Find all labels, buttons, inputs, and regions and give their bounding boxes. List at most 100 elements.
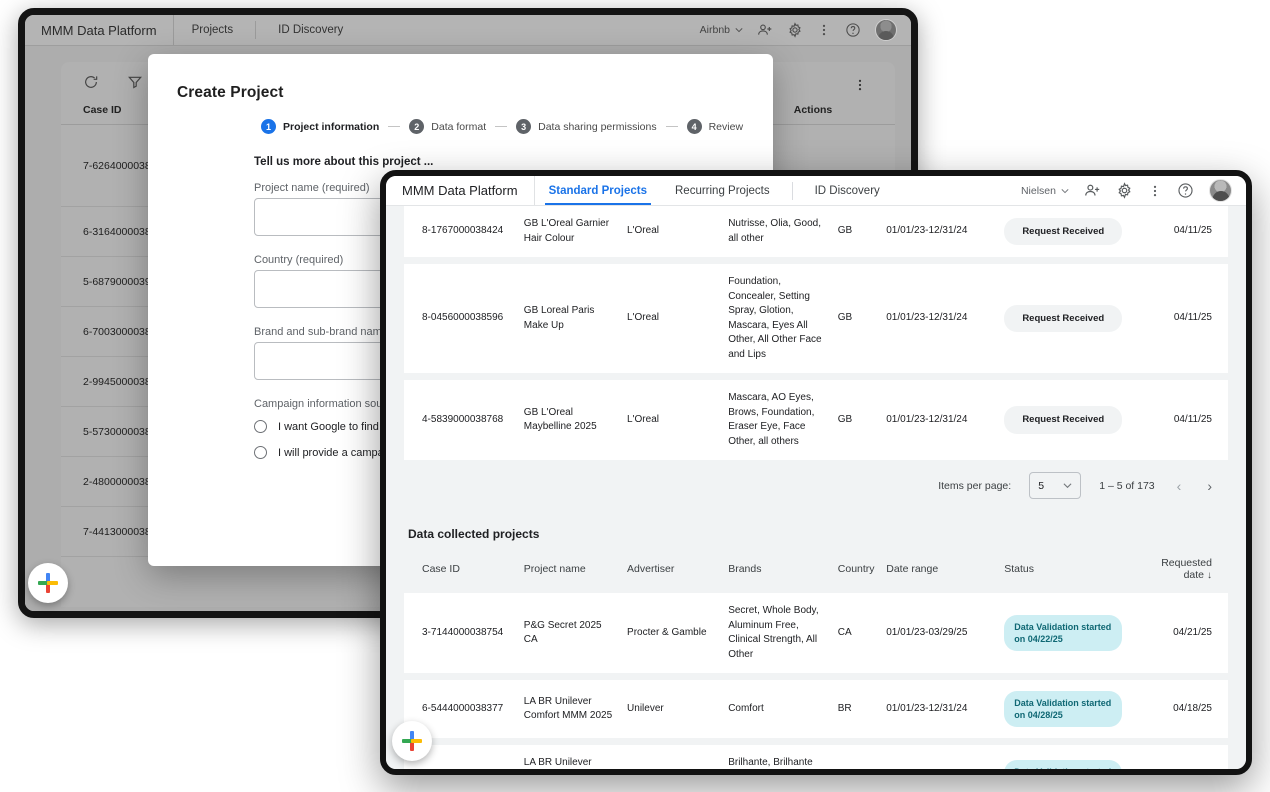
step-label: Data format — [431, 120, 487, 133]
foreground-window[interactable]: MMM Data Platform Standard Projects Recu… — [380, 170, 1252, 775]
header-requested-date-label: Requested date — [1161, 557, 1212, 581]
cell-country: BR — [831, 680, 881, 739]
cell-brands: Brilhante, Brilhante Pos, Brilhante Liqu… — [722, 745, 832, 769]
cell-advertiser: Procter & Gamble — [621, 593, 723, 673]
cell-advertiser: Unilever — [621, 745, 723, 769]
cell-status: Request Received — [998, 380, 1136, 460]
account-switcher[interactable]: Nielsen — [1021, 185, 1069, 197]
avatar[interactable] — [875, 19, 897, 41]
cell-country: GB — [831, 264, 881, 373]
header-advertiser[interactable]: Advertiser — [621, 545, 723, 593]
filter-icon[interactable] — [127, 74, 143, 90]
avatar[interactable] — [1209, 179, 1232, 202]
background-tab-id-discovery[interactable]: ID Discovery — [278, 24, 344, 36]
header-requested-date[interactable]: Requested date ↓ — [1135, 545, 1228, 593]
create-project-fab-background[interactable] — [28, 563, 68, 603]
gear-icon[interactable] — [787, 22, 803, 38]
cell-advertiser: L'Oreal — [621, 206, 723, 257]
radio-label: I want Google to find — [278, 420, 379, 433]
step-review[interactable]: 4 Review — [686, 119, 743, 134]
wizard-stepper: 1 Project information 2 Data format 3 Da… — [148, 102, 773, 134]
header-country[interactable]: Country — [831, 545, 881, 593]
table-row[interactable]: 4-5839000038768 GB L'Oreal Maybelline 20… — [404, 380, 1228, 460]
background-account-switcher[interactable]: Airbnb — [700, 24, 743, 36]
background-cell-case-id: 6-7003000038121 — [83, 325, 169, 338]
cell-advertiser: L'Oreal — [621, 264, 723, 373]
tab-recurring-projects[interactable]: Recurring Projects — [675, 184, 770, 197]
google-plus-icon — [402, 731, 422, 751]
foreground-window-topbar: MMM Data Platform Standard Projects Recu… — [386, 176, 1246, 206]
cell-date-range: 01/01/23-12/31/24 — [880, 264, 999, 373]
step-data-format[interactable]: 2 Data format — [409, 119, 486, 134]
help-icon[interactable] — [1177, 182, 1194, 199]
cell-project-name: LA BR Unilever Brilhante MMM 2025 — [517, 745, 622, 769]
step-label: Project information — [283, 120, 380, 133]
table-row[interactable]: 8-0456000038596 GB Loreal Paris Make Up … — [404, 264, 1228, 373]
step-number: 4 — [686, 119, 702, 134]
cell-status: Data Validation started on 04/22/25 — [998, 745, 1136, 769]
cell-project-name: GB L'Oreal Maybelline 2025 — [517, 380, 622, 460]
row-gap — [404, 738, 1228, 746]
tab-id-discovery[interactable]: ID Discovery — [814, 184, 880, 197]
chevron-right-icon[interactable]: › — [1207, 477, 1212, 494]
app-brand[interactable]: MMM Data Platform — [386, 176, 535, 205]
add-person-icon[interactable] — [1084, 182, 1101, 199]
background-window-topbar: MMM Data Platform Projects ID Discovery … — [25, 15, 911, 46]
table-row[interactable]: 8-1767000038424 GB L'Oreal Garnier Hair … — [404, 206, 1228, 257]
status-badge: Data Validation started on 04/22/25 — [1004, 759, 1123, 769]
help-icon[interactable] — [845, 22, 861, 38]
background-table-kebab-icon[interactable] — [853, 78, 867, 97]
background-app-brand[interactable]: MMM Data Platform — [25, 15, 174, 45]
bottom-table: Case ID Project name Advertiser Brands C… — [404, 545, 1228, 769]
create-project-fab[interactable] — [392, 721, 432, 761]
table-row[interactable]: 3-7144000038754 P&G Secret 2025 CA Proct… — [404, 593, 1228, 673]
step-project-information[interactable]: 1 Project information — [261, 119, 379, 134]
account-name: Nielsen — [1020, 184, 1056, 197]
cell-status: Request Received — [998, 206, 1136, 257]
kebab-menu-icon[interactable] — [1148, 184, 1162, 198]
chevron-left-icon[interactable]: ‹ — [1176, 477, 1182, 494]
header-case-id[interactable]: Case ID — [404, 545, 518, 593]
kebab-menu-icon[interactable] — [817, 23, 831, 37]
foreground-window-body: 8-1767000038424 GB L'Oreal Garnier Hair … — [386, 206, 1246, 769]
refresh-icon[interactable] — [83, 74, 99, 90]
cell-project-name: GB Loreal Paris Make Up — [517, 264, 622, 373]
cell-brands: Comfort — [722, 680, 832, 739]
radio-option-provide-campaign[interactable]: I will provide a campa — [254, 446, 773, 459]
radio-button-icon[interactable] — [254, 446, 267, 459]
items-per-page-select[interactable]: 5 — [1029, 472, 1082, 499]
cell-country: BR — [831, 745, 881, 769]
header-status[interactable]: Status — [998, 545, 1136, 593]
background-cell-case-id: 7-4413000038678 — [83, 525, 169, 538]
add-person-icon[interactable] — [757, 22, 773, 38]
background-tab-divider — [255, 21, 257, 39]
header-date-range[interactable]: Date range — [880, 545, 999, 593]
section-title-data-collected: Data collected projects — [408, 527, 540, 541]
cell-brands: Mascara, AO Eyes, Brows, Foundation, Era… — [722, 380, 832, 460]
row-gap — [404, 373, 1228, 380]
radio-option-google-find[interactable]: I want Google to find — [254, 420, 773, 433]
header-project-name[interactable]: Project name — [517, 545, 622, 593]
cell-country: CA — [831, 593, 881, 673]
gear-icon[interactable] — [1116, 182, 1133, 199]
step-number: 2 — [409, 119, 425, 134]
top-table-paginator: Items per page: 5 1 – 5 of 173 ‹ › — [386, 460, 1246, 511]
table-row[interactable]: 6-5444000038377 LA BR Unilever Comfort M… — [404, 680, 1228, 739]
tab-standard-projects[interactable]: Standard Projects — [535, 176, 661, 205]
header-brands[interactable]: Brands — [722, 545, 832, 593]
cell-date-range: 01/01/23-03/29/25 — [880, 593, 999, 673]
cell-project-name: P&G Secret 2025 CA — [517, 593, 622, 673]
page-title: Create Project — [177, 84, 284, 101]
cell-status: Data Validation started on 04/28/25 — [998, 680, 1136, 739]
step-data-sharing-permissions[interactable]: 3 Data sharing permissions — [516, 119, 657, 134]
step-connector — [495, 126, 508, 127]
radio-label: I will provide a campa — [278, 446, 384, 459]
background-tab-projects[interactable]: Projects — [191, 24, 234, 36]
background-account-name: Airbnb — [699, 24, 730, 36]
cell-date-range: 01/01/23-12/29/24 — [880, 745, 999, 769]
items-per-page-label: Items per page: — [938, 479, 1012, 492]
topbar-actions: Nielsen — [1021, 179, 1246, 202]
table-row[interactable]: 9-6148000038902 LA BR Unilever Brilhante… — [404, 745, 1228, 769]
modal-lead-text: Tell us more about this project ... — [254, 156, 434, 168]
radio-button-icon[interactable] — [254, 420, 267, 433]
